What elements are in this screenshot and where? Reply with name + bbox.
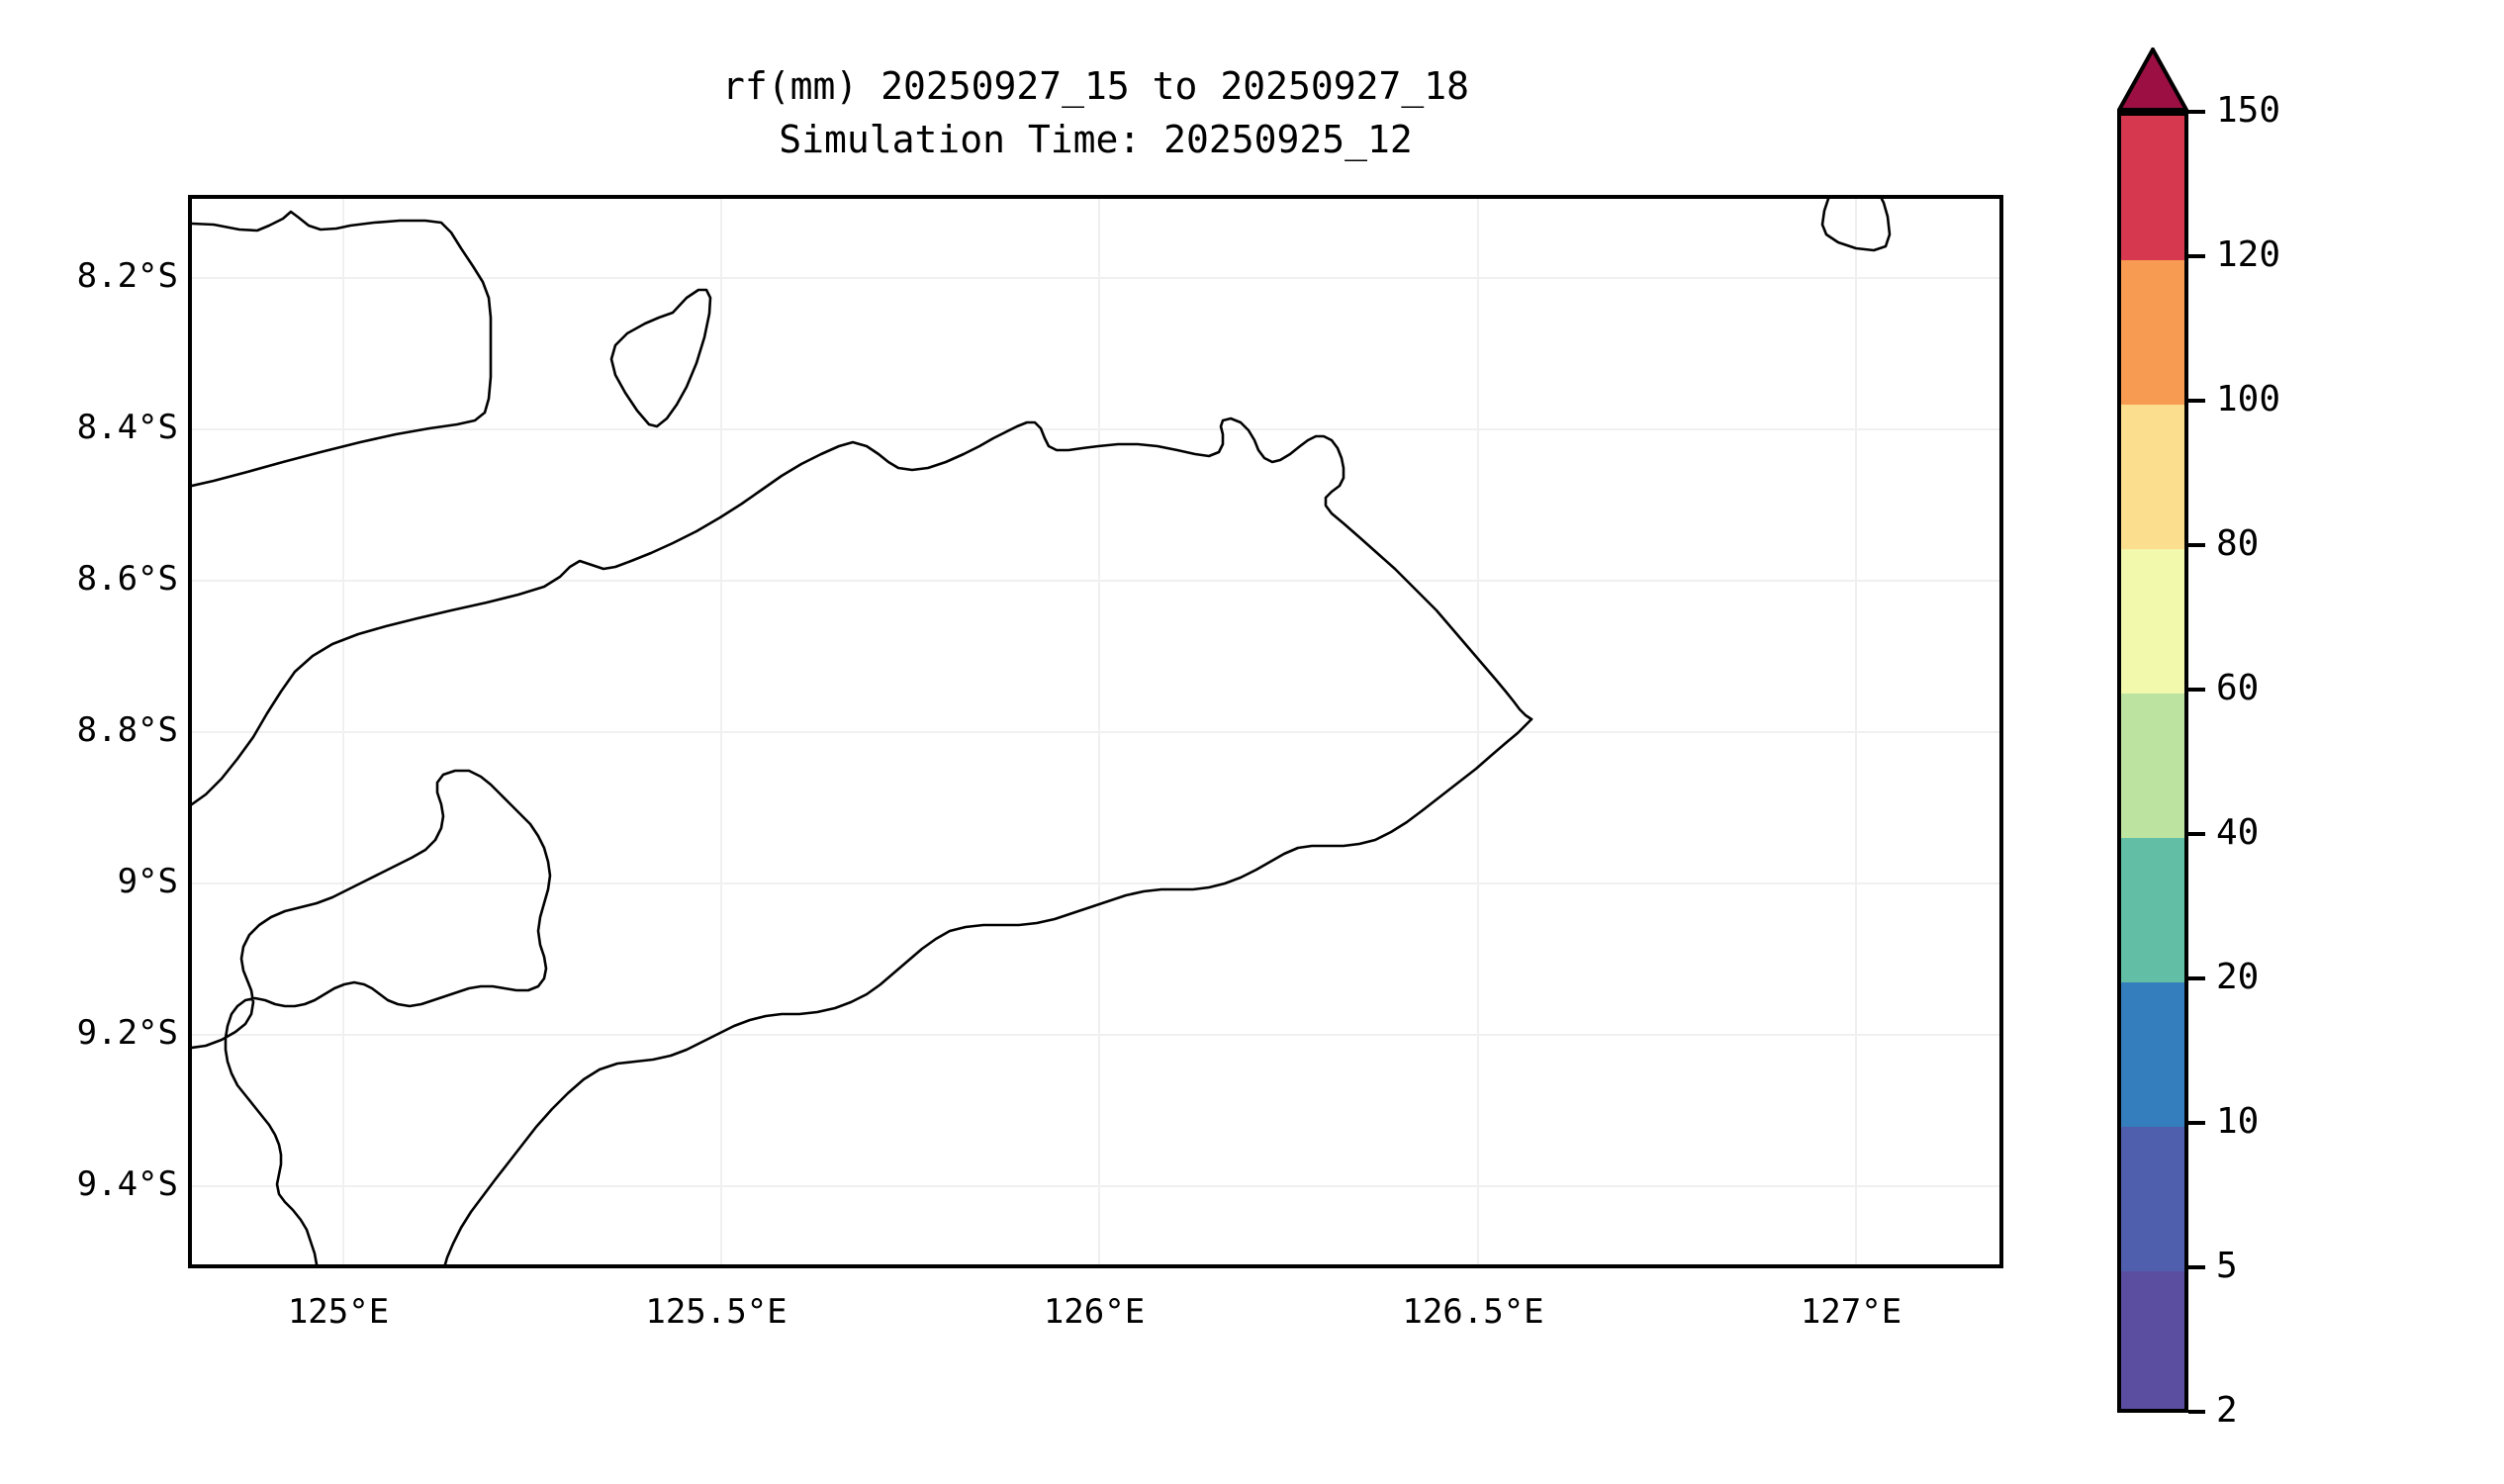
gridline-lat-8p6: [192, 580, 1999, 582]
colorbar-band-80-100: [2121, 405, 2184, 549]
colorbar-label-20: 20: [2216, 957, 2260, 997]
colorbar-tick-100: [2188, 399, 2205, 403]
colorbar-label-120: 120: [2216, 234, 2281, 275]
coastline-west-timor: [192, 210, 493, 488]
x-tick-label-125: 125°E: [287, 1292, 390, 1332]
y-tick-label-8p8: 8.8°S: [76, 710, 178, 750]
colorbar-band-40-60: [2121, 694, 2184, 838]
coastline-timor-north: [192, 417, 1533, 806]
coastline-small-island-north: [609, 288, 712, 428]
coastline-timor-south: [443, 717, 1533, 1264]
y-tick-label-8p2: 8.2°S: [76, 256, 178, 296]
colorbar-tick-20: [2188, 976, 2205, 980]
colorbar-tick-120: [2188, 254, 2205, 258]
chart-title-block: rf(mm) 20250927_15 to 20250927_18 Simula…: [188, 59, 2003, 166]
x-tick-label-126: 126°E: [1043, 1292, 1146, 1332]
colorbar-tick-80: [2188, 543, 2205, 547]
colorbar-label-60: 60: [2216, 668, 2260, 708]
colorbar-band-120-150: [2121, 116, 2184, 260]
colorbar-label-5: 5: [2216, 1246, 2238, 1286]
colorbar-band-10-20: [2121, 982, 2184, 1127]
y-tick-label-8p4: 8.4°S: [76, 408, 178, 447]
colorbar[interactable]: [2117, 47, 2192, 1417]
gridline-lat-8p8: [192, 731, 1999, 733]
colorbar-label-80: 80: [2216, 523, 2260, 564]
coastline-southwest-peninsula: [192, 769, 552, 1264]
colorbar-tick-5: [2188, 1265, 2205, 1269]
y-tick-label-9p0: 9°S: [117, 862, 178, 901]
y-tick-label-9p4: 9.4°S: [76, 1164, 178, 1204]
gridline-lat-8p4: [192, 428, 1999, 430]
gridline-lat-9p0: [192, 882, 1999, 884]
colorbar-label-10: 10: [2216, 1101, 2260, 1142]
colorbar-bands: [2117, 112, 2188, 1413]
colorbar-tick-150: [2188, 110, 2205, 114]
colorbar-band-100-120: [2121, 260, 2184, 405]
triangle-up-icon: [2117, 47, 2188, 112]
map-gridlines: [192, 199, 1999, 1264]
colorbar-band-20-40: [2121, 838, 2184, 982]
y-tick-label-8p6: 8.6°S: [76, 559, 178, 599]
colorbar-label-150: 150: [2216, 90, 2281, 131]
x-tick-label-125p5: 125.5°E: [645, 1292, 788, 1332]
colorbar-band-5-10: [2121, 1127, 2184, 1271]
colorbar-label-2: 2: [2216, 1390, 2238, 1431]
coastline-layer: [192, 199, 1892, 1264]
colorbar-tick-40: [2188, 832, 2205, 836]
colorbar-band-2-5: [2121, 1271, 2184, 1409]
chart-title-line-1: rf(mm) 20250927_15 to 20250927_18: [722, 64, 1469, 108]
y-tick-label-9p2: 9.2°S: [76, 1013, 178, 1053]
gridline-lat-9p2: [192, 1034, 1999, 1036]
chart-title-line-2: Simulation Time: 20250925_12: [779, 118, 1413, 161]
x-tick-label-126p5: 126.5°E: [1402, 1292, 1544, 1332]
x-tick-label-127: 127°E: [1800, 1292, 1902, 1332]
colorbar-label-40: 40: [2216, 812, 2260, 853]
gridline-lat-8p2: [192, 277, 1999, 279]
colorbar-label-100: 100: [2216, 379, 2281, 419]
colorbar-tick-10: [2188, 1121, 2205, 1125]
gridline-lat-9p4: [192, 1185, 1999, 1187]
colorbar-tick-60: [2188, 688, 2205, 692]
colorbar-band-60-80: [2121, 549, 2184, 694]
colorbar-tick-2: [2188, 1410, 2205, 1414]
map-axes[interactable]: [188, 195, 2003, 1268]
coastline-islet-top: [1820, 199, 1892, 252]
